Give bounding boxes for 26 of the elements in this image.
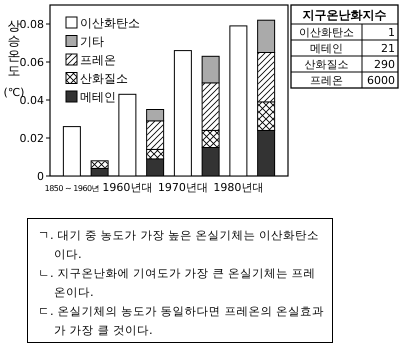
x-tick-label: 1850 ~ 1960년 xyxy=(44,184,100,193)
x-tick-label: 1980년대 xyxy=(213,181,264,194)
text: ㄱ. 대기 중 농도가 가장 높은 온실기체는 이산화탄소이다. xyxy=(38,227,320,263)
y-tick-label: 0.06 xyxy=(20,56,44,69)
legend-label: 메테인 xyxy=(80,90,116,104)
data-label: 290 xyxy=(374,58,395,71)
category-label: 이산화탄소 xyxy=(299,26,354,39)
text: ㄴ. 지구온난화에 기여도가 가장 큰 온실기체는 프레온이다. xyxy=(38,265,317,301)
y-tick-label: 0.02 xyxy=(20,132,44,145)
legend-label: 이산화탄소 xyxy=(80,16,140,30)
category-label: 프레온 xyxy=(310,74,343,87)
x-tick-label: 1970년대 xyxy=(158,181,208,194)
legend-label: 프레온 xyxy=(80,53,116,67)
data-label: 21 xyxy=(381,42,395,55)
y-tick-label: 0.08 xyxy=(20,18,44,31)
data-label: 1 xyxy=(388,26,395,39)
x-tick-label: 1960년대 xyxy=(102,181,152,194)
legend-label: 산화질소 xyxy=(80,72,128,86)
category-label: 메테인 xyxy=(310,42,343,55)
y-tick-label: 0.04 xyxy=(20,94,44,107)
y-tick-label: 0 xyxy=(37,170,44,183)
text: 지구온난화지수 xyxy=(302,8,386,22)
category-label: 산화질소 xyxy=(304,58,348,71)
data-label: 6000 xyxy=(367,74,395,87)
legend-label: 기타 xyxy=(80,34,104,48)
text: ㄷ. 온실기체의 농도가 동일하다면 프레온의 온실효과가 가장 클 것이다. xyxy=(38,303,324,339)
